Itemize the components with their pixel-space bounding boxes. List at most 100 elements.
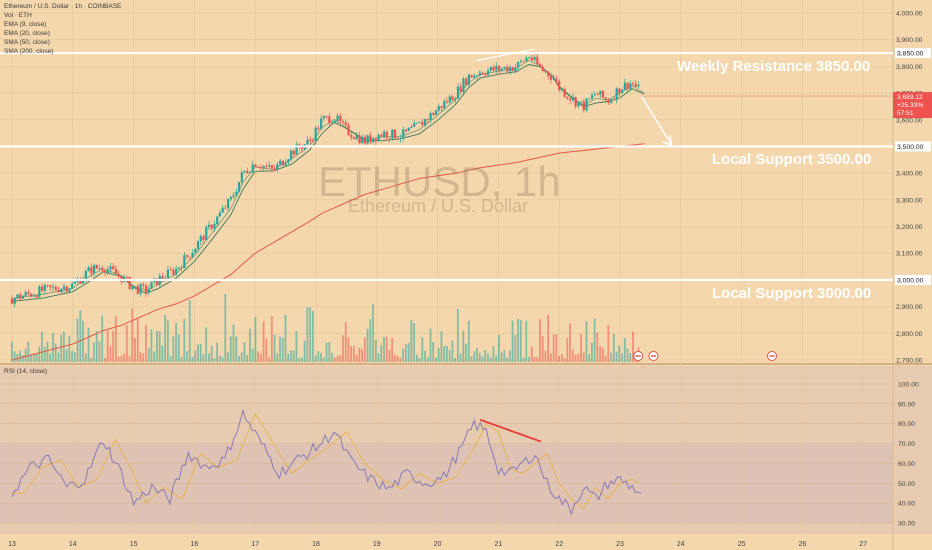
legend-sma200[interactable]: SMA (200, close) (4, 48, 54, 55)
volume-bar (76, 318, 79, 362)
candle-body (199, 236, 202, 242)
volume-bar (508, 350, 511, 362)
volume-bar (533, 356, 536, 362)
candle-body (445, 101, 449, 103)
volume-bar (484, 349, 487, 362)
level-tag-text: 3,850.00 (897, 51, 924, 58)
legend-sma50[interactable]: SMA (50, close) (4, 39, 50, 46)
candle-body (407, 127, 410, 131)
candle-body (188, 256, 191, 258)
candle-body (448, 96, 451, 103)
candle-body (579, 101, 583, 103)
price-tick-label: 3,800.00 (896, 64, 923, 71)
volume-bar (106, 330, 109, 362)
candle-body (393, 129, 397, 139)
volume-bar (120, 356, 123, 362)
candle-body (92, 265, 96, 274)
volume-bar (235, 336, 238, 362)
candle-body (101, 268, 104, 271)
candle-body (227, 199, 230, 209)
candle-body (336, 115, 339, 121)
candle-body (495, 65, 498, 71)
volume-bar (19, 350, 22, 362)
ema9-line (11, 59, 645, 299)
candle-body (276, 164, 279, 170)
rsi-title[interactable]: RSI (14, close) (4, 368, 47, 375)
volume-bar (596, 332, 599, 362)
candle-body (396, 138, 399, 140)
volume-bar (243, 342, 246, 362)
candle-body (98, 268, 101, 269)
candle-body (213, 224, 216, 229)
candle-body (476, 75, 479, 77)
candle-body (311, 140, 315, 142)
price-tick-label: 3,200.00 (896, 224, 923, 231)
volume-bar (358, 347, 361, 362)
legend-vol[interactable]: Vol · ETH (4, 12, 32, 19)
symbol-title[interactable]: Ethereum / U.S. Dollar · 1h · COINBASE (4, 3, 122, 10)
volume-bar (336, 355, 339, 362)
level-tag (895, 48, 931, 59)
volume-bar (459, 353, 462, 362)
candle-body (125, 276, 129, 278)
volume-bar (27, 341, 30, 362)
volume-bar (169, 356, 172, 362)
volume-bar (585, 321, 588, 362)
rsi-divergence-line (479, 418, 542, 443)
candle-body (380, 134, 383, 137)
volume-bar (432, 341, 435, 362)
volume-bar (536, 357, 539, 362)
volume-bar (424, 350, 426, 362)
candle-body (169, 269, 172, 271)
volume-bar (426, 357, 429, 362)
candle-body (300, 147, 304, 150)
candle-body (489, 66, 492, 71)
volume-bar (147, 348, 150, 362)
candle-body (443, 101, 446, 109)
volume-bar (391, 337, 394, 362)
candle-body (273, 168, 276, 170)
candle-body (560, 89, 564, 91)
volume-bar (489, 357, 492, 362)
candle-body (413, 123, 416, 127)
volume-bar (506, 357, 509, 362)
volume-bar (350, 346, 353, 362)
candle-body (164, 278, 167, 280)
volume-bar (478, 352, 481, 362)
volume-bar (440, 331, 443, 362)
volume-bar (591, 342, 593, 362)
candle-body (610, 99, 613, 103)
volume-bar (150, 329, 153, 362)
candle-body (517, 62, 520, 68)
legend-ema9[interactable]: EMA (9, close) (4, 21, 47, 28)
volume-bar (46, 341, 49, 362)
legend-ema20[interactable]: EMA (20, close) (4, 30, 50, 37)
volume-bar (618, 345, 621, 362)
volume-bar (87, 327, 90, 362)
candle-body (500, 68, 503, 71)
candle-body (432, 113, 435, 115)
volume-bar (161, 345, 164, 362)
volume-bar (32, 354, 35, 362)
candle-body (333, 120, 336, 123)
candle-body (40, 286, 44, 291)
candle-body (492, 66, 495, 71)
candle-body (128, 277, 131, 290)
candle-body (503, 66, 506, 69)
volume-bar (437, 348, 440, 362)
candle-body (615, 88, 618, 100)
time-tick-label: 20 (434, 541, 442, 548)
volume-bar (218, 355, 221, 362)
volume-bar (621, 353, 623, 362)
volume-bar (366, 328, 369, 362)
candle-body (555, 78, 558, 81)
volume-bar (270, 316, 273, 362)
volume-bar (43, 347, 46, 362)
volume-bar (377, 353, 380, 362)
volume-bar (399, 357, 402, 362)
volume-bar (328, 342, 331, 362)
volume-bar (65, 349, 68, 362)
volume-bar (153, 351, 156, 362)
volume-bar (552, 334, 555, 362)
